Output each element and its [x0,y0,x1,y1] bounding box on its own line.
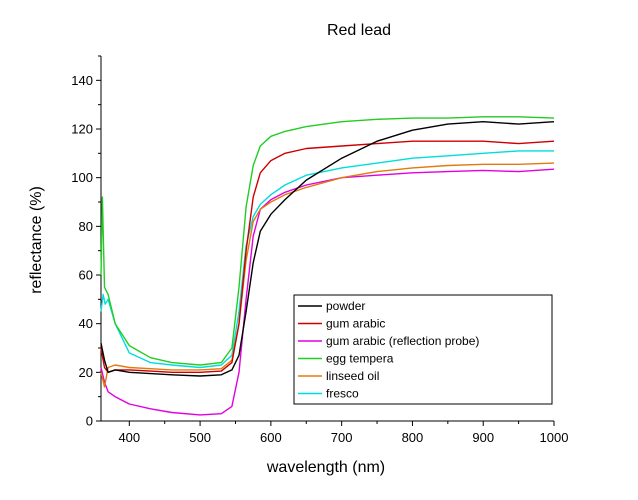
y-ticks: 0 20 40 60 80 100 120 140 [71,55,101,429]
legend-label: egg tempera [326,352,394,366]
x-tick-label: 1000 [540,430,569,445]
y-tick-label: 140 [71,73,93,88]
series-line-1 [100,140,555,373]
series-line-4 [100,162,555,388]
legend: powder gum arabic gum arabic (reflection p… [293,294,553,405]
y-tick-label: 80 [79,219,93,234]
y-tick-label: 0 [86,414,93,429]
legend-label: linseed oil [326,369,379,383]
y-tick-label: 120 [71,122,93,137]
x-tick-label: 800 [402,430,424,445]
series-line-3 [100,116,555,366]
chart-title: Red lead [327,22,391,39]
y-axis-title: reflectance (%) [28,186,45,294]
series-layer [100,116,555,416]
series-line-2 [100,168,555,416]
y-tick-label: 100 [71,170,93,185]
x-ticks: 400 500 600 700 800 900 1000 [118,421,568,445]
legend-label: gum arabic (reflection probe) [326,334,479,348]
x-axis-title: wavelength (nm) [266,459,385,476]
y-tick-label: 60 [79,268,93,283]
x-tick-label: 700 [331,430,353,445]
legend-label: powder [326,299,365,313]
legend-label: gum arabic [326,317,385,331]
legend-label: fresco [326,387,359,401]
legend-box [293,294,553,405]
series-line-0 [100,120,555,377]
x-tick-label: 400 [118,430,140,445]
y-tick-label: 20 [79,365,93,380]
x-tick-label: 600 [260,430,282,445]
y-tick-label: 40 [79,316,93,331]
x-tick-label: 900 [472,430,494,445]
x-tick-label: 500 [189,430,211,445]
